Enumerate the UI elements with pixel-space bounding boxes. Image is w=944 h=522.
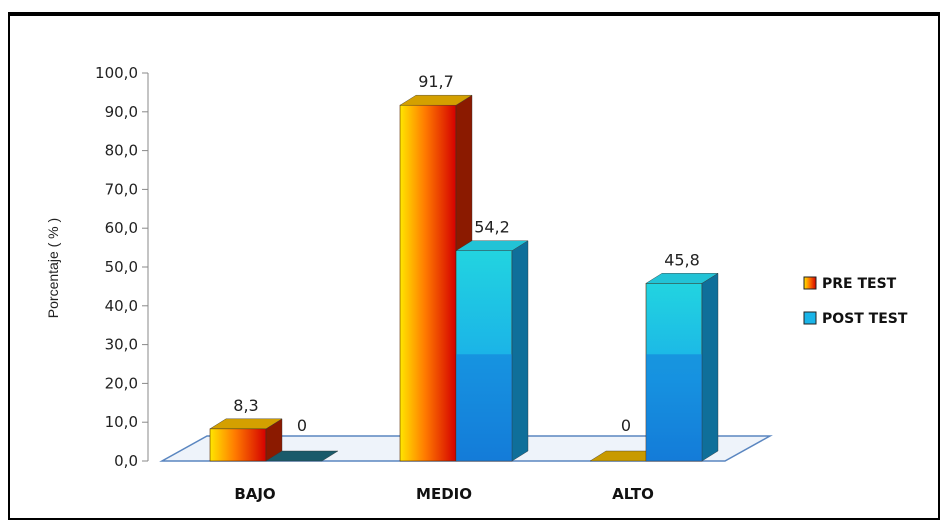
data-label: 45,8 <box>664 250 700 269</box>
category-label-bajo: BAJO <box>234 485 275 503</box>
y-tick-label: 30,0 <box>105 336 138 354</box>
bar-shade <box>456 354 512 461</box>
post-test-bar-alto <box>645 272 719 462</box>
y-axis-label: Porcentaje ( % ) <box>45 218 61 318</box>
bar-side <box>511 240 529 462</box>
data-labels: 8,3 91,7 0 0 54,2 45,8 <box>233 72 700 435</box>
data-label: 91,7 <box>418 72 454 91</box>
y-tick-label: 60,0 <box>105 219 138 237</box>
category-label-alto: ALTO <box>612 485 654 503</box>
y-tick-label: 0,0 <box>114 452 138 470</box>
y-tick-label: 90,0 <box>105 103 138 121</box>
legend-label-post: POST TEST <box>822 311 908 327</box>
data-label: 0 <box>621 416 631 435</box>
bar-front <box>399 104 457 462</box>
y-tick-label: 50,0 <box>105 258 138 276</box>
y-tick-label: 70,0 <box>105 180 138 198</box>
legend-swatch-post <box>803 311 817 325</box>
post-test-bar-bajo <box>265 450 339 462</box>
y-axis: 0,0 10,0 20,0 30,0 40,0 50,0 60,0 70,0 80,0 90,0 1… <box>95 64 149 470</box>
y-tick-label: 80,0 <box>105 142 138 160</box>
data-label: 8,3 <box>233 396 258 415</box>
legend: PRE TEST POST TEST <box>803 276 908 327</box>
pre-test-bar-bajo <box>209 418 283 462</box>
bar-shade <box>646 354 702 461</box>
bar-top <box>209 418 283 429</box>
legend-swatch-pre <box>803 276 817 290</box>
category-labels: BAJO MEDIO ALTO <box>234 485 654 503</box>
legend-label-pre: PRE TEST <box>822 276 897 292</box>
bars <box>209 94 719 462</box>
y-tick-label: 10,0 <box>105 413 138 431</box>
y-tick-label: 40,0 <box>105 297 138 315</box>
data-label: 0 <box>297 416 307 435</box>
y-tick-label: 100,0 <box>95 64 138 82</box>
bar-front <box>209 428 267 462</box>
bar-top <box>645 273 719 284</box>
bar-side <box>701 272 719 462</box>
bar-flat <box>265 450 339 462</box>
post-test-bar-medio <box>455 240 529 462</box>
y-tick-label: 20,0 <box>105 374 138 392</box>
data-label: 54,2 <box>474 218 510 237</box>
bar-top <box>399 95 473 106</box>
bar-top <box>455 240 529 251</box>
category-label-medio: MEDIO <box>416 485 472 503</box>
